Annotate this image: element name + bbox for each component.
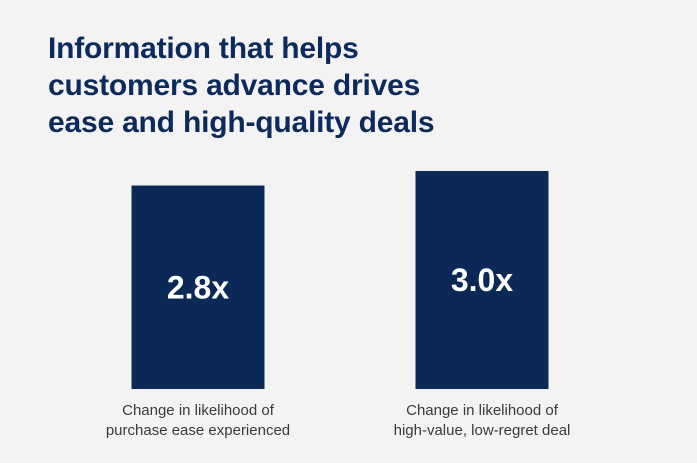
bar-1-value-label: 2.8x: [167, 269, 229, 305]
chart-title: Information that helps customers advance…: [48, 30, 608, 141]
category-1-label-line-2: purchase ease experienced: [106, 422, 290, 439]
bar-2: [415, 171, 549, 389]
chart-title-line-2: customers advance drives: [48, 69, 421, 102]
bar-2-value-label: 3.0x: [451, 262, 513, 298]
chart-title-line-3: ease and high-quality deals: [48, 106, 435, 139]
category-2-label-line-1: Change in likelihood of: [406, 402, 559, 419]
category-1-label-line-1: Change in likelihood of: [122, 402, 275, 419]
chart-title-line-1: Information that helps: [48, 32, 359, 65]
bar-1: [131, 185, 265, 389]
category-2-label-line-2: high-value, low-regret deal: [394, 422, 571, 439]
